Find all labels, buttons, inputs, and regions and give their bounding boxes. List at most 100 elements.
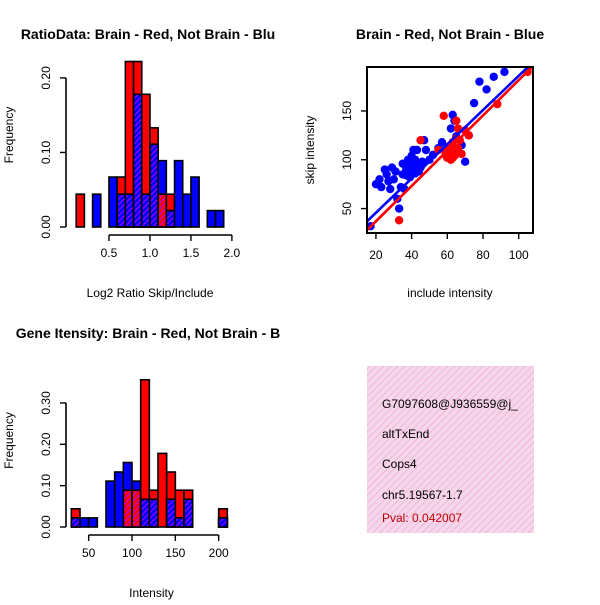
not-brain-point xyxy=(394,204,404,213)
info-gene-name: Cops4 xyxy=(382,457,417,471)
intensity-histogram-panel: 50 100 150 200 0.00 0.10 0.20 0.30 Gene Itensity… xyxy=(2,325,280,600)
overlap-bar xyxy=(132,93,143,228)
not-brain-regression-line xyxy=(367,67,530,223)
plot-frame xyxy=(366,66,534,234)
chart-title: RatioData: Brain - Red, Not Brain - Blu xyxy=(21,26,275,42)
chart-title: Brain - Red, Not Brain - Blue xyxy=(356,26,544,42)
info-panel: G7097608@J936559@j_ altTxEnd Cops4 chr5.… xyxy=(367,366,534,533)
y-tick-label: 50 xyxy=(340,202,354,216)
info-panel-hatch xyxy=(367,366,534,533)
y-axis-label: skip intensity xyxy=(303,116,317,185)
overlap-bar xyxy=(217,517,229,528)
not-brain-bar xyxy=(181,193,192,228)
brain-point xyxy=(457,149,466,159)
x-axis-label: include intensity xyxy=(407,286,492,300)
x-tick-label: 60 xyxy=(441,248,455,262)
not-brain-point xyxy=(489,72,498,81)
y-tick-label: 0.20 xyxy=(39,66,53,90)
overlap-bar xyxy=(122,489,133,528)
brain-point xyxy=(439,111,448,121)
x-tick-label: 1.0 xyxy=(142,246,159,260)
not-brain-point xyxy=(469,98,479,108)
overlap-bar xyxy=(139,498,151,528)
x-tick-label: 80 xyxy=(476,248,490,262)
not-brain-bar xyxy=(214,209,225,228)
not-brain-point xyxy=(391,167,400,176)
not-brain-bar xyxy=(206,209,217,228)
x-tick-label: 50 xyxy=(82,546,96,560)
not-brain-point xyxy=(389,175,398,184)
x-tick-label: 2.0 xyxy=(224,246,241,260)
overlap-bar xyxy=(148,498,159,528)
not-brain-point xyxy=(421,145,431,155)
not-brain-point xyxy=(377,182,386,192)
overlap-bar xyxy=(183,498,194,528)
overlap-bar xyxy=(149,143,159,228)
y-tick-label: 150 xyxy=(340,101,354,121)
x-tick-label: 150 xyxy=(165,546,185,560)
info-event-type: altTxEnd xyxy=(382,427,429,441)
x-tick-label: 1.5 xyxy=(183,246,200,260)
not-brain-bar xyxy=(190,176,200,228)
brain-point xyxy=(416,136,425,145)
y-tick-label: 100 xyxy=(340,149,354,169)
x-tick-label: 100 xyxy=(509,248,529,262)
overlap-bar xyxy=(157,193,168,228)
x-axis-label: Intensity xyxy=(129,586,174,600)
overlap-bar xyxy=(165,498,177,528)
not-brain-bar xyxy=(79,517,90,528)
overlap-bar xyxy=(165,209,176,228)
not-brain-bar xyxy=(91,193,102,228)
y-axis-label: Frequency xyxy=(2,412,16,469)
not-brain-point xyxy=(386,184,395,194)
info-event-id: G7097608@J936559@j_ xyxy=(382,397,518,411)
overlap-bar xyxy=(124,193,135,228)
brain-point xyxy=(455,136,465,145)
brain-point xyxy=(452,116,461,125)
not-brain-point xyxy=(482,85,491,94)
not-brain-bar xyxy=(113,471,125,528)
x-tick-label: 20 xyxy=(369,248,383,262)
brain-bar xyxy=(157,452,168,528)
brain-regression-line xyxy=(367,67,533,231)
not-brain-point xyxy=(460,157,470,166)
chart-title: Gene Itensity: Brain - Red, Not Brain - … xyxy=(16,325,280,341)
x-tick-label: 40 xyxy=(405,248,419,262)
x-tick-label: 200 xyxy=(209,546,229,560)
info-pvalue: Pval: 0.042007 xyxy=(382,511,462,525)
overlap-bar xyxy=(131,489,142,528)
overlap-bar xyxy=(140,193,151,228)
brain-point xyxy=(394,216,404,225)
not-brain-bar xyxy=(173,159,184,228)
not-brain-point xyxy=(475,77,484,86)
not-brain-bar xyxy=(108,176,118,228)
not-brain-bar xyxy=(105,480,116,528)
not-brain-point xyxy=(446,124,456,133)
not-brain-bar xyxy=(87,517,99,528)
x-tick-label: 100 xyxy=(122,546,142,560)
info-locus: chr5.19567-1.7 xyxy=(382,488,463,502)
y-tick-label: 0.00 xyxy=(39,215,53,239)
y-tick-label: 0.10 xyxy=(39,140,53,164)
y-axis-label: Frequency xyxy=(2,107,16,164)
x-axis-label: Log2 Ratio Skip/Include xyxy=(87,286,214,300)
ratio-histogram-panel: 0.5 1.0 1.5 2.0 0.00 0.10 0.20 RatioData: Brain… xyxy=(2,26,275,300)
y-tick-label: 0.30 xyxy=(39,391,53,415)
y-tick-label: 0.00 xyxy=(39,515,53,539)
not-brain-point xyxy=(375,175,384,184)
not-brain-point xyxy=(418,157,427,166)
overlap-bar xyxy=(70,517,81,528)
skip-include-scatter-panel: 20 40 60 80 100 50 100 150 Brain - Red, Not Brai… xyxy=(303,26,544,300)
brain-bar xyxy=(75,193,86,228)
overlap-bar xyxy=(116,193,127,228)
overlap-bar xyxy=(174,517,185,528)
y-tick-label: 0.20 xyxy=(39,432,53,456)
not-brain-point xyxy=(382,170,391,179)
scatter-plot-area xyxy=(367,67,533,231)
not-brain-point xyxy=(437,137,447,147)
not-brain-point xyxy=(500,67,509,77)
x-tick-label: 0.5 xyxy=(101,246,118,260)
not-brain-point xyxy=(412,145,422,155)
